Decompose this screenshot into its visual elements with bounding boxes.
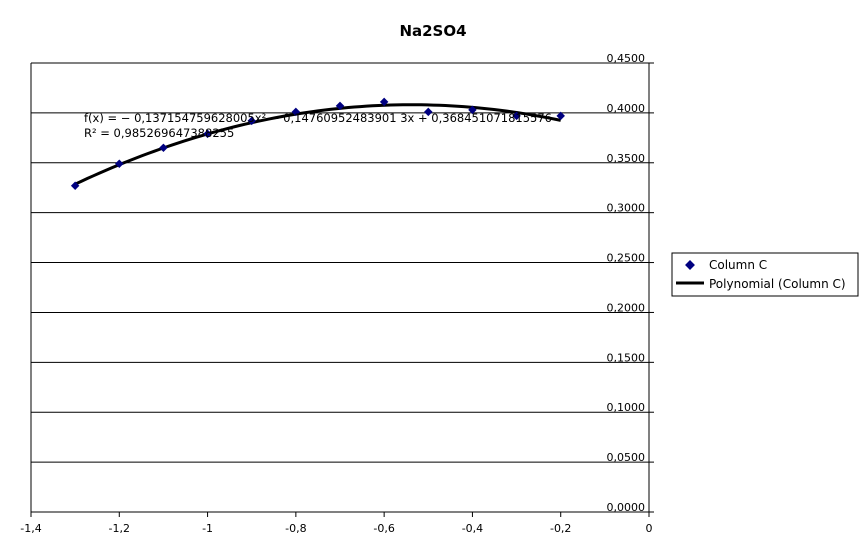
data-point xyxy=(159,143,168,153)
y-tick-label: 0,1000 xyxy=(607,401,646,414)
legend-marker-column-c xyxy=(685,260,695,270)
y-tick-label: 0,3500 xyxy=(607,152,646,165)
plot-area: 0,0000 0,0500 0,1000 0,1500 0,2000 0,2500 0,30… xyxy=(20,52,654,535)
data-point xyxy=(247,116,256,126)
y-tick-label: 0,0500 xyxy=(607,451,646,464)
x-tick-label: -1 xyxy=(202,522,213,535)
y-tick-label: 0,4500 xyxy=(607,52,646,65)
trendline-equation: f(x) = − 0,137154759628005x² − 0,1476095… xyxy=(84,111,552,125)
y-tick-label: 0,2000 xyxy=(607,301,646,314)
y-tick-label: 0,0000 xyxy=(607,501,646,514)
scatter-points xyxy=(70,97,565,190)
legend: Column C Polynomial (Column C) xyxy=(671,252,859,297)
legend-box xyxy=(671,252,859,297)
legend-label-polynomial: Polynomial (Column C) xyxy=(709,277,846,291)
trendline-r-squared: R² = 0,985269647388255 xyxy=(84,126,234,140)
y-tick-label: 0,4000 xyxy=(607,102,646,115)
data-point xyxy=(203,129,212,139)
axes xyxy=(30,62,654,517)
data-point xyxy=(424,107,433,117)
x-tick-label: -0,2 xyxy=(550,522,571,535)
x-tick-label: -0,6 xyxy=(373,522,394,535)
data-point xyxy=(70,181,80,190)
legend-label-column-c: Column C xyxy=(709,258,767,272)
x-axis-tick-labels: -1,4 -1,2 -1 -0,8 -0,6 -0,4 -0,2 0 xyxy=(20,522,652,535)
y-tick-label: 0,2500 xyxy=(607,252,646,265)
x-tick-label: -1,4 xyxy=(20,522,41,535)
x-tick-label: -1,2 xyxy=(109,522,130,535)
trendline-curve xyxy=(74,103,562,186)
data-point xyxy=(379,97,389,107)
y-tick-label: 0,3000 xyxy=(607,202,646,215)
x-tick-label: 0 xyxy=(646,522,653,535)
x-tick-label: -0,8 xyxy=(285,522,306,535)
y-axis-tick-labels: 0,0000 0,0500 0,1000 0,1500 0,2000 0,2500 0,30… xyxy=(607,52,646,514)
trendline-annotation: f(x) = − 0,137154759628005x² − 0,1476095… xyxy=(84,111,552,140)
data-point xyxy=(335,101,345,111)
data-point xyxy=(115,159,124,169)
y-tick-label: 0,1500 xyxy=(607,351,646,364)
chart-title: Na2SO4 xyxy=(399,22,466,40)
trendline xyxy=(74,103,562,186)
x-tick-label: -0,4 xyxy=(462,522,483,535)
data-point xyxy=(291,107,301,117)
data-point xyxy=(468,105,477,115)
gridlines xyxy=(31,62,649,513)
